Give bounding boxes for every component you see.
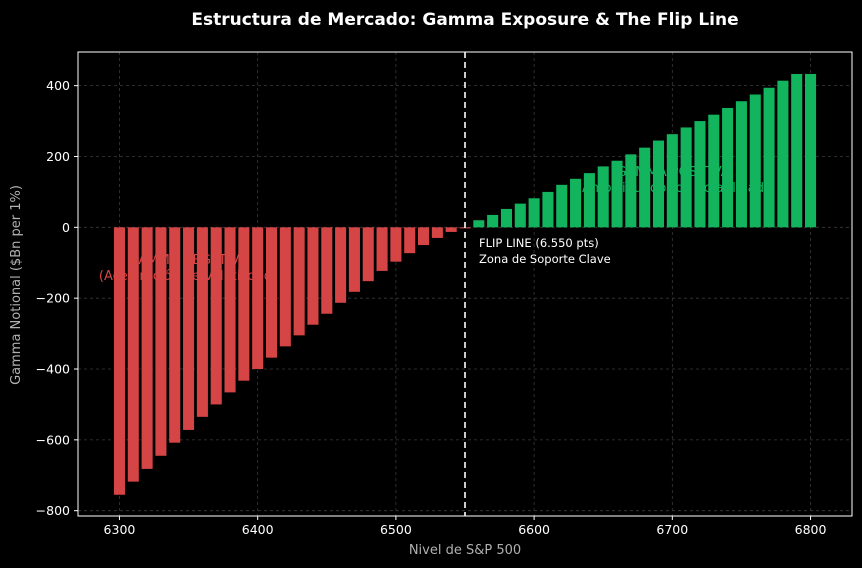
x-tick-label-6300: 6300 xyxy=(104,522,136,537)
annotation-negative-title: GAMMA NEGATIVA xyxy=(128,253,247,268)
bar-6750 xyxy=(735,101,747,228)
bar-6420 xyxy=(279,227,291,347)
bar-6800 xyxy=(805,73,817,228)
bar-6520 xyxy=(418,227,430,246)
bar-6410 xyxy=(265,227,278,358)
y-tick-label-200: 200 xyxy=(46,149,70,164)
bar-6760 xyxy=(749,94,761,228)
bars xyxy=(113,73,817,495)
bar-6730 xyxy=(708,114,720,228)
bar-6790 xyxy=(791,73,803,228)
x-tick-label-6800: 6800 xyxy=(795,522,827,537)
bar-6360 xyxy=(196,227,208,417)
y-tick-label-400: 400 xyxy=(46,78,70,93)
bar-6610 xyxy=(542,191,554,228)
bar-6640 xyxy=(583,173,595,228)
bar-6580 xyxy=(500,208,512,228)
bar-6560 xyxy=(473,220,485,228)
bar-6310 xyxy=(127,227,139,482)
bar-6620 xyxy=(556,184,568,228)
x-tick-label-6500: 6500 xyxy=(380,522,412,537)
bar-6690 xyxy=(652,140,665,228)
bar-6590 xyxy=(514,203,526,228)
bar-6300 xyxy=(113,227,125,495)
bar-6720 xyxy=(694,121,706,228)
bar-6390 xyxy=(238,227,250,381)
bar-6710 xyxy=(680,127,692,228)
annotation-flip-line-title: FLIP LINE (6.550 pts) xyxy=(479,236,599,250)
plot-frame xyxy=(77,51,853,517)
x-axis-label: Nivel de S&P 500 xyxy=(409,543,521,558)
bar-6770 xyxy=(763,87,775,228)
bar-6340 xyxy=(169,227,181,443)
bar-6670 xyxy=(625,154,637,228)
bar-6440 xyxy=(307,227,319,325)
bar-6650 xyxy=(597,166,609,228)
bar-6380 xyxy=(224,227,236,393)
bar-6330 xyxy=(155,227,167,456)
bar-6510 xyxy=(404,227,416,254)
bar-6780 xyxy=(777,80,789,228)
chart-title: Estructura de Mercado: Gamma Exposure & … xyxy=(191,10,738,30)
bar-6470 xyxy=(348,227,360,292)
y-axis-label: Gamma Notional ($Bn per 1%) xyxy=(9,185,24,385)
y-tick-label--600: −600 xyxy=(36,432,70,447)
bar-6490 xyxy=(376,227,388,271)
bar-6370 xyxy=(210,227,222,405)
x-tick-label-6400: 6400 xyxy=(242,522,274,537)
y-tick-label--200: −200 xyxy=(36,291,70,306)
bar-6630 xyxy=(570,178,582,228)
y-tick-label--400: −400 xyxy=(36,362,70,377)
bar-6570 xyxy=(487,214,499,228)
x-tick-label-6700: 6700 xyxy=(656,522,688,537)
y-tick-label-0: 0 xyxy=(62,220,70,235)
bar-6700 xyxy=(666,134,678,228)
annotation-positive-subtitle: (Amortiguador de Volatilidad) xyxy=(577,181,769,196)
bar-6740 xyxy=(722,107,734,228)
bar-6500 xyxy=(390,227,402,262)
bar-6660 xyxy=(611,160,623,228)
annotation-flip-line-subtitle: Zona de Soporte Clave xyxy=(479,252,611,266)
bar-6600 xyxy=(528,198,540,228)
bar-6450 xyxy=(321,227,333,314)
bar-6460 xyxy=(335,227,347,303)
bar-6400 xyxy=(252,227,264,370)
bar-6540 xyxy=(445,227,457,232)
y-tick-label--800: −800 xyxy=(36,503,70,518)
bar-6530 xyxy=(431,227,443,238)
bar-6480 xyxy=(362,227,374,282)
y-axis-ticks: −800 −600 −400 −200 0 200 400 xyxy=(36,78,78,518)
bar-6320 xyxy=(141,227,153,469)
annotation-negative-subtitle: (Aceleración de Volatilidad) xyxy=(99,269,277,284)
annotation-positive-title: GAMMA POSITIVA xyxy=(616,165,729,180)
x-tick-label-6600: 6600 xyxy=(518,522,550,537)
bar-6430 xyxy=(293,227,305,336)
x-axis-ticks: 6300 6400 6500 6600 6700 6800 xyxy=(104,516,827,537)
bar-6680 xyxy=(639,147,651,228)
bar-6350 xyxy=(183,227,195,430)
